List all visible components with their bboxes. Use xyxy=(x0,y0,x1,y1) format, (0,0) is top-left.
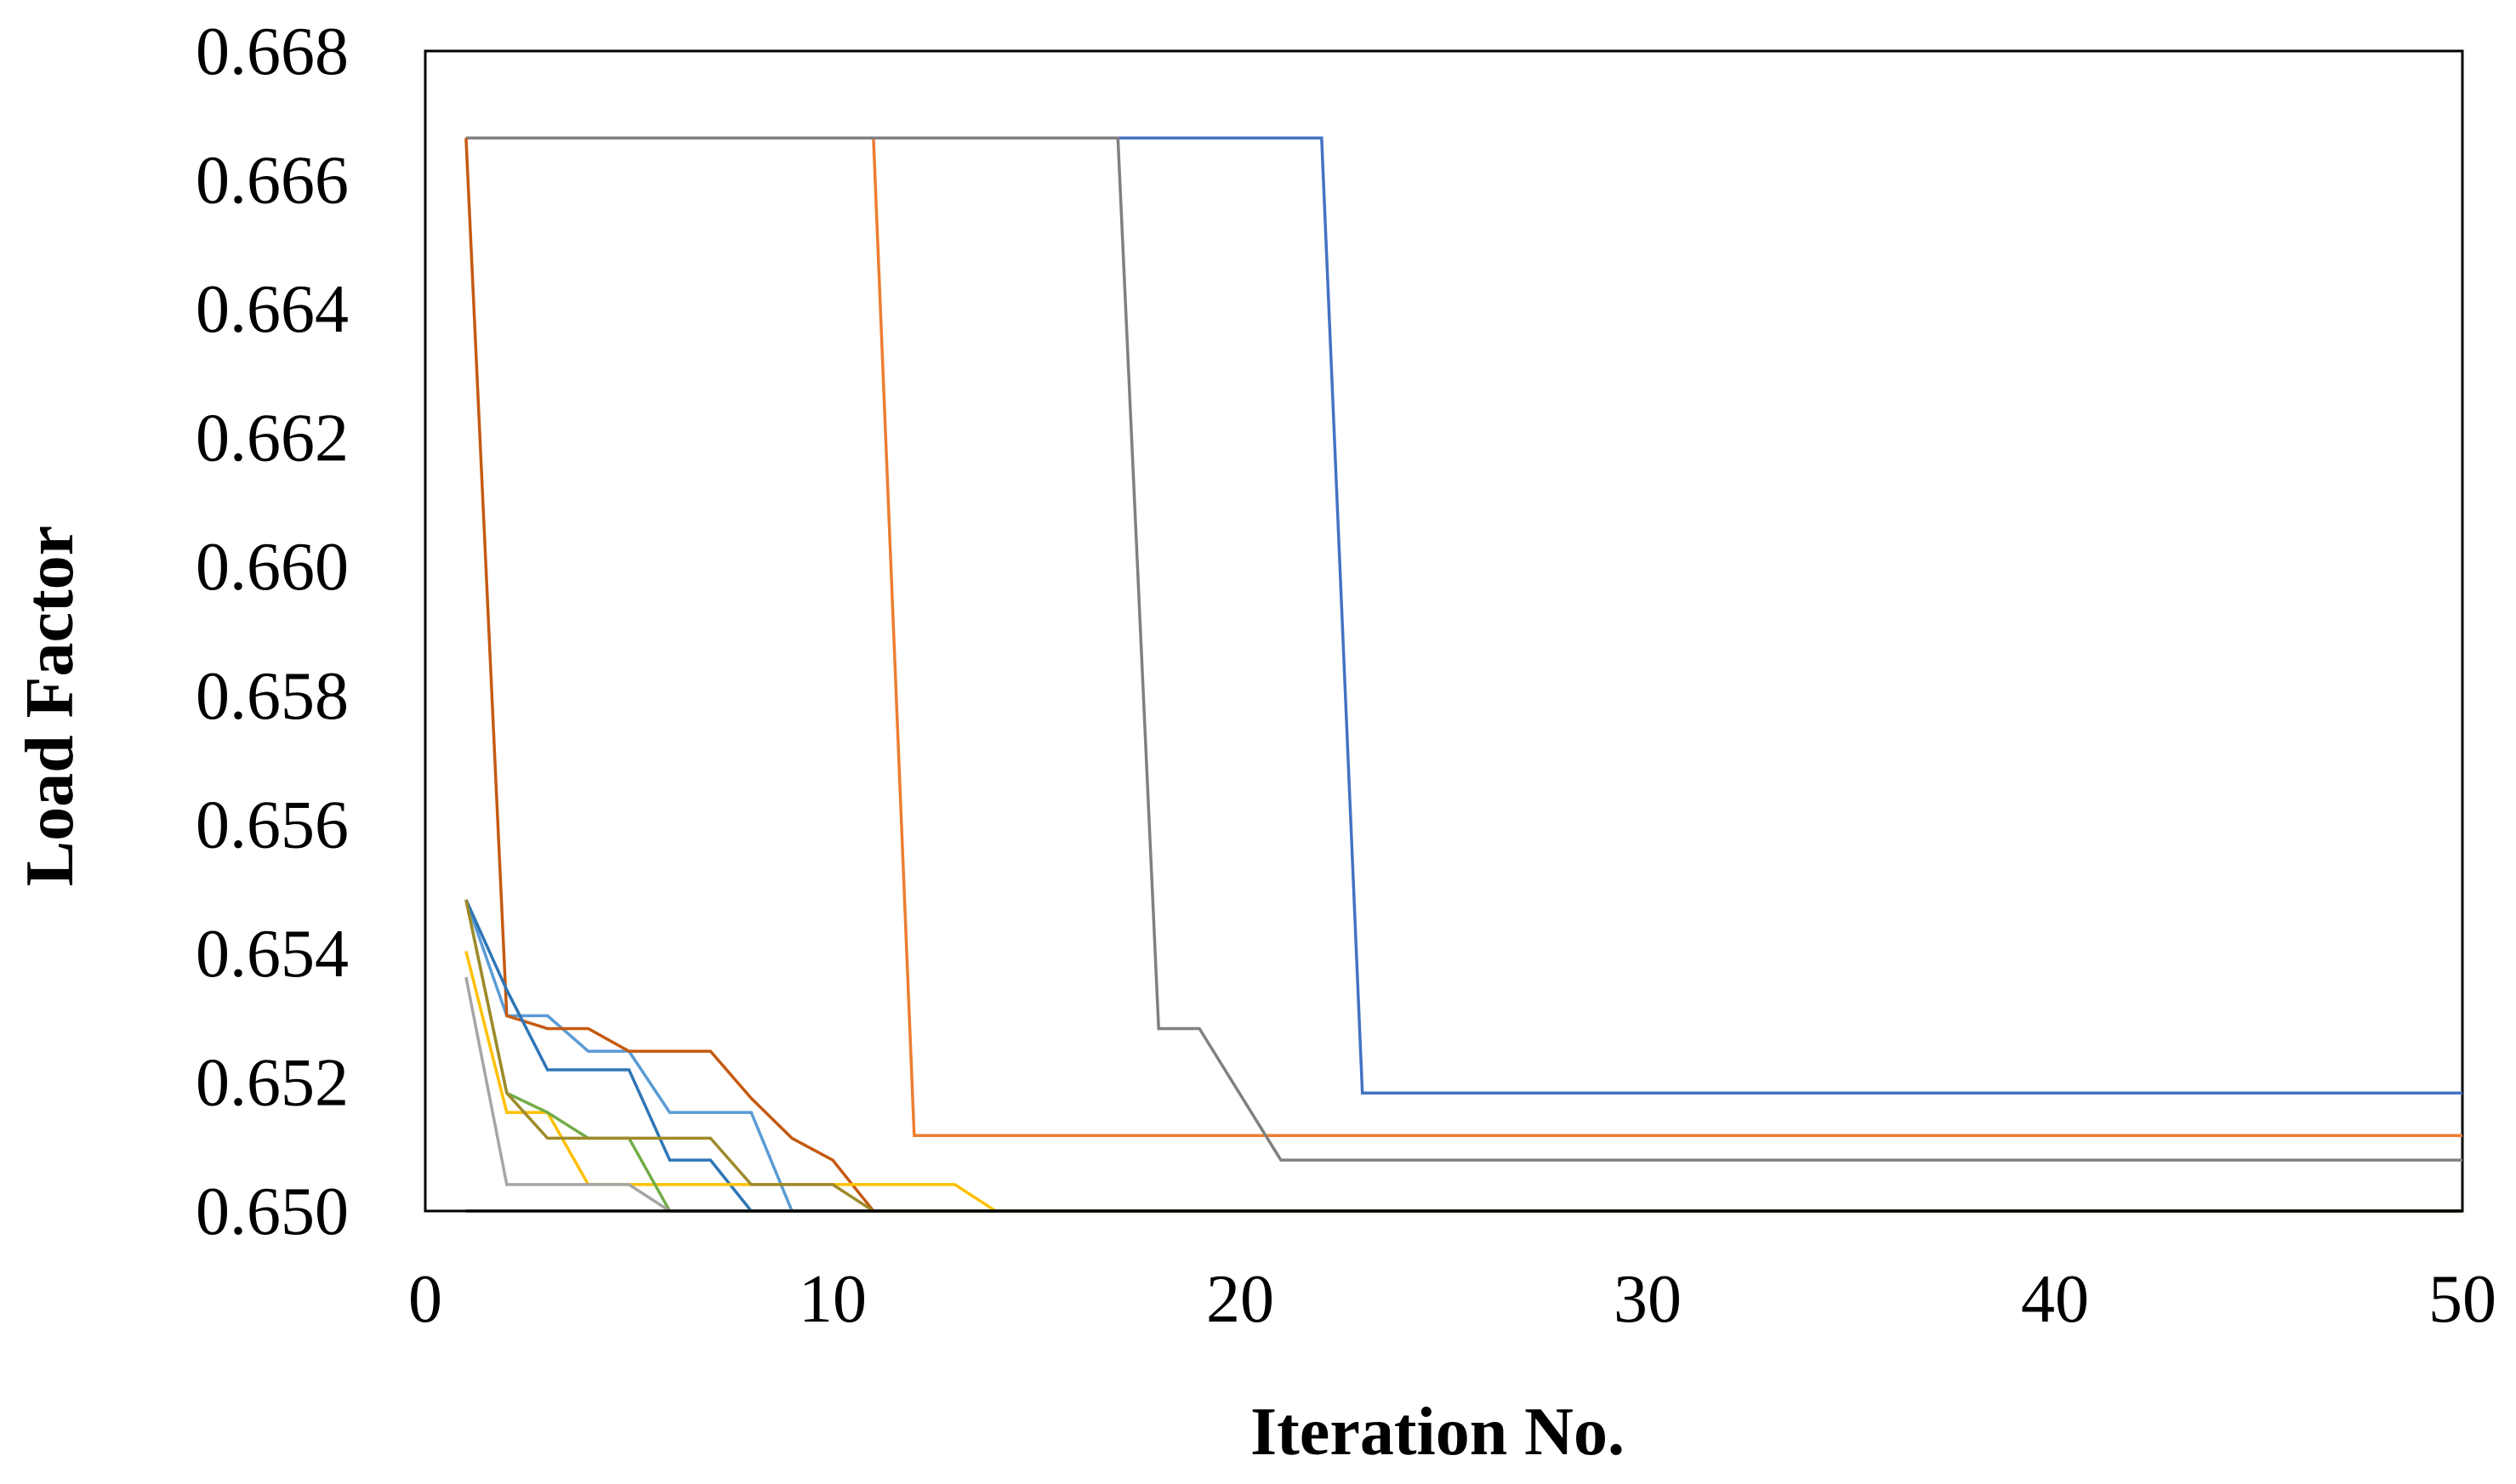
x-axis-ticks: 0 10 20 30 40 50 xyxy=(408,1262,2496,1337)
y-axis-title: Load Factor xyxy=(13,526,88,886)
y-tick-label: 0.662 xyxy=(196,401,349,476)
series-line-10 xyxy=(464,899,2462,1213)
series-line-1 xyxy=(465,136,2462,1095)
x-tick-label: 30 xyxy=(1614,1262,1682,1337)
y-axis-ticks: 0.650 0.652 0.654 0.656 0.658 0.660 0.662 0.664… xyxy=(196,14,349,1249)
x-axis-title: Iteration No. xyxy=(1250,1395,1625,1470)
x-tick-label: 20 xyxy=(1206,1262,1274,1337)
series-line-4 xyxy=(464,899,2462,1213)
y-tick-label: 0.666 xyxy=(196,144,349,219)
x-tick-label: 0 xyxy=(408,1262,442,1337)
series-line-3 xyxy=(465,136,2462,1162)
y-tick-label: 0.664 xyxy=(196,272,349,347)
y-tick-label: 0.654 xyxy=(196,917,349,992)
series-line-7 xyxy=(464,951,2462,1213)
series-line-8 xyxy=(464,899,2462,1213)
y-tick-label: 0.658 xyxy=(196,659,349,734)
plot-area-frame xyxy=(424,49,2464,1213)
y-tick-label: 0.650 xyxy=(196,1174,349,1249)
x-tick-label: 40 xyxy=(2021,1262,2089,1337)
series-layer xyxy=(464,136,2462,1213)
y-tick-label: 0.652 xyxy=(196,1045,349,1120)
x-tick-label: 10 xyxy=(799,1262,867,1337)
series-line-2 xyxy=(465,136,2462,1138)
y-tick-label: 0.656 xyxy=(196,787,349,862)
series-line-5 xyxy=(464,138,2462,1213)
y-tick-label: 0.660 xyxy=(196,530,349,605)
x-tick-label: 50 xyxy=(2428,1262,2496,1337)
series-line-6 xyxy=(464,899,2462,1213)
y-tick-label: 0.668 xyxy=(196,14,349,89)
